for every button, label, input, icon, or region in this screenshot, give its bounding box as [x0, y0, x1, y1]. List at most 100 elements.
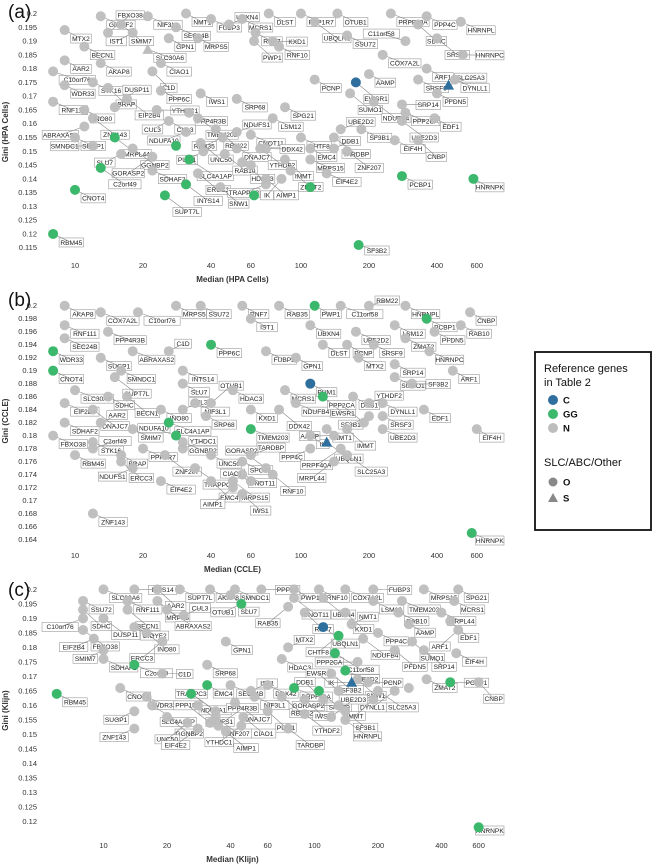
data-point [95, 162, 106, 173]
data-point [260, 143, 271, 154]
data-point [321, 424, 332, 435]
data-point [79, 121, 90, 132]
gene-label-text: OTUB1 [212, 610, 234, 617]
gene-label-text: UNC50 [210, 157, 232, 164]
y-tick-label: 0.2 [27, 585, 37, 594]
gene-label-text: RNF111 [73, 331, 97, 338]
data-point [152, 584, 163, 595]
data-point [280, 154, 291, 165]
y-tick-label: 0.192 [18, 353, 37, 362]
gene-label-text: IWS1 [315, 713, 331, 720]
data-point [318, 593, 329, 604]
data-point [389, 320, 400, 331]
gene-label-text: CUL3 [192, 605, 209, 612]
gene-label-text: DLST [277, 19, 294, 26]
gene-label: FBXO38 [115, 10, 145, 21]
x-tick-label: 100 [295, 261, 308, 270]
gene-label-text: COX7A2L [390, 61, 420, 68]
legend-swatch [548, 409, 558, 419]
gene-label-text: SMIM7 [140, 435, 161, 442]
data-point [163, 346, 174, 357]
gene-label-text: AIMP1 [203, 501, 223, 508]
data-point [356, 124, 367, 135]
gene-label-text: UBXN4 [236, 14, 258, 21]
gene-label-text: SSU72 [355, 41, 376, 48]
data-point [48, 346, 59, 357]
data-point [449, 74, 460, 85]
data-point [363, 677, 374, 688]
gene-label-text: AIMP1 [276, 193, 296, 200]
data-point [95, 11, 106, 22]
gene-label-text: BECN1 [92, 52, 114, 59]
panel-b: (b) 0.164 0.166 0.168 0.17 0.172 0.174 0.176 0.1… [1, 290, 504, 574]
gene-label-text: LSM12 [381, 607, 402, 614]
data-point [59, 320, 70, 331]
gene-label-text: C11orf58 [352, 312, 379, 319]
gene-label-text: SDHAF2 [160, 176, 186, 183]
gene-label-text: NIF3L1 [157, 22, 179, 29]
data-point [186, 688, 197, 699]
data-point [352, 656, 363, 667]
gene-label-text: RAB35 [257, 621, 278, 628]
data-point [421, 11, 432, 22]
gene-label: NDUFB4 [301, 406, 331, 417]
data-point [249, 691, 260, 702]
data-point [192, 723, 203, 734]
data-point [393, 607, 404, 618]
gene-label: TARDBP [256, 442, 286, 453]
data-point [353, 239, 364, 250]
data-point [418, 645, 429, 656]
data-point [389, 135, 400, 146]
data-point [385, 8, 396, 19]
gene-label-text: GGNBP2 [175, 731, 203, 738]
gene-label-text: ERCC3 [130, 475, 153, 482]
data-point-triangle [142, 43, 154, 54]
data-point [147, 165, 158, 176]
data-point [340, 607, 351, 618]
y-tick-label: 0.135 [18, 773, 37, 782]
gene-label-text: CNBP [477, 318, 496, 325]
gene-label-text: HNRNPK [476, 538, 504, 545]
y-tick-label: 0.145 [18, 161, 37, 170]
gene-label-text: IWS1 [253, 508, 269, 515]
gene-label-text: ZNF143 [102, 734, 126, 741]
y-tick-label: 0.13 [22, 202, 37, 211]
gene-label-text: YTHDF2 [376, 393, 402, 400]
gene-label-text: IK [328, 680, 335, 687]
gene-label-text: CNOT4 [82, 196, 105, 203]
gene-label-text: GIGYF2 [142, 633, 167, 640]
gene-label-text: EIF4H [404, 146, 423, 153]
data-point [229, 697, 240, 708]
data-point [122, 93, 133, 104]
data-point [260, 179, 271, 190]
data-point [213, 720, 224, 731]
gene-label-text: C10orf76 [149, 318, 176, 325]
gene-label-text: SPG21 [293, 113, 315, 120]
data-point [127, 143, 138, 154]
gene-label-text: NDUFA10 [139, 425, 169, 432]
data-point [205, 584, 216, 595]
data-point [249, 190, 260, 201]
data-point [328, 430, 339, 441]
gene-label-text: UNC50 [218, 461, 240, 468]
gene-label-text: C2orf49 [113, 182, 137, 189]
gene-label-text: SLC25A3 [388, 705, 417, 712]
data-point [157, 668, 168, 679]
data-point [358, 417, 369, 428]
data-point [328, 132, 339, 143]
data-point [219, 149, 230, 160]
gene-label-text: PWP1 [322, 312, 341, 319]
gene-label: IK [260, 190, 274, 201]
data-point [445, 677, 456, 688]
data-point [59, 80, 70, 91]
y-tick-label: 0.194 [18, 340, 37, 349]
gene-label-text: DUSP11 [113, 632, 138, 639]
data-point [276, 691, 287, 702]
data-point [115, 683, 126, 694]
gene-label-text: SMNDC1 [51, 144, 79, 151]
data-point [95, 58, 106, 69]
gene-label-box [374, 390, 404, 401]
data-point [377, 398, 388, 409]
gene-label-text: SF3B2 [428, 381, 448, 388]
